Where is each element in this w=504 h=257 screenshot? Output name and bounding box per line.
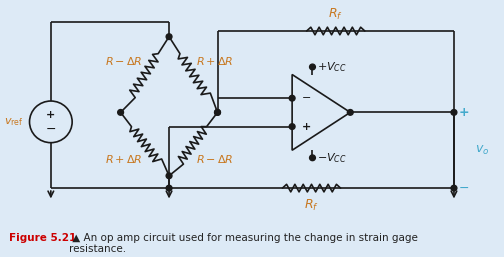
Circle shape <box>118 109 123 115</box>
Text: $R-\Delta R$: $R-\Delta R$ <box>196 153 233 165</box>
Circle shape <box>215 109 220 115</box>
Circle shape <box>166 185 172 191</box>
Circle shape <box>451 185 457 191</box>
Circle shape <box>309 155 316 161</box>
Circle shape <box>289 95 295 101</box>
Text: $v_o$: $v_o$ <box>475 144 489 157</box>
Text: $R-\Delta R$: $R-\Delta R$ <box>105 55 142 67</box>
Text: $v_{\rm ref}$: $v_{\rm ref}$ <box>4 116 24 128</box>
Text: +: + <box>302 122 311 132</box>
Circle shape <box>289 124 295 130</box>
Circle shape <box>166 34 172 40</box>
Text: +: + <box>46 110 55 120</box>
Text: $R_f$: $R_f$ <box>304 198 319 213</box>
Circle shape <box>451 109 457 115</box>
Text: ▲ An op amp circuit used for measuring the change in strain gage
resistance.: ▲ An op amp circuit used for measuring t… <box>69 233 418 254</box>
Text: −: − <box>45 123 56 136</box>
Circle shape <box>347 109 353 115</box>
Text: −: − <box>459 182 469 195</box>
Text: $R+\Delta R$: $R+\Delta R$ <box>196 55 233 67</box>
Text: $-V_{CC}$: $-V_{CC}$ <box>318 151 347 165</box>
Circle shape <box>309 64 316 70</box>
Text: Figure 5.21: Figure 5.21 <box>9 233 77 243</box>
Text: $R_f$: $R_f$ <box>328 7 343 22</box>
Text: $+V_{CC}$: $+V_{CC}$ <box>318 60 347 74</box>
Circle shape <box>166 173 172 179</box>
Text: +: + <box>459 106 469 119</box>
Circle shape <box>215 109 220 115</box>
Text: −: − <box>302 93 311 103</box>
Text: $R+\Delta R$: $R+\Delta R$ <box>105 153 142 165</box>
